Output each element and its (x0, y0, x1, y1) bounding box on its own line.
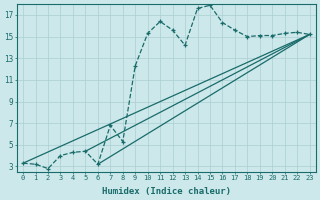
X-axis label: Humidex (Indice chaleur): Humidex (Indice chaleur) (102, 187, 231, 196)
